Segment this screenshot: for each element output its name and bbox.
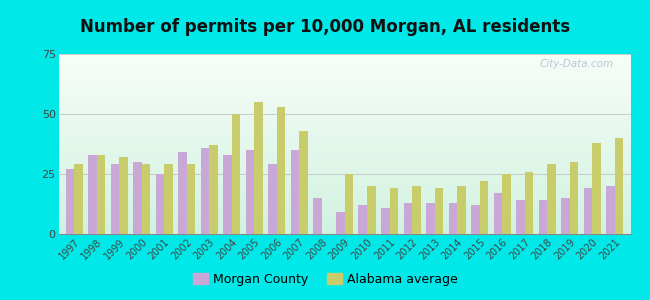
Bar <box>209 145 218 234</box>
Bar <box>97 155 105 234</box>
Bar <box>404 203 412 234</box>
Legend: Morgan County, Alabama average: Morgan County, Alabama average <box>188 268 462 291</box>
Bar <box>381 208 389 234</box>
Bar <box>457 186 465 234</box>
Bar <box>547 164 556 234</box>
Bar <box>358 205 367 234</box>
Bar <box>344 174 353 234</box>
Bar <box>187 164 196 234</box>
Bar <box>277 107 285 234</box>
Bar <box>426 203 435 234</box>
Bar <box>246 150 254 234</box>
Bar <box>156 174 164 234</box>
Bar <box>88 155 97 234</box>
Bar <box>232 114 240 234</box>
Bar <box>300 131 308 234</box>
Bar <box>268 164 277 234</box>
Bar <box>201 148 209 234</box>
Bar <box>178 152 187 234</box>
Bar <box>389 188 398 234</box>
Bar <box>74 164 83 234</box>
Bar <box>516 200 525 234</box>
Bar <box>367 186 376 234</box>
Bar <box>448 203 457 234</box>
Text: City-Data.com: City-Data.com <box>540 59 614 69</box>
Bar <box>164 164 173 234</box>
Bar <box>592 143 601 234</box>
Bar <box>111 164 120 234</box>
Bar <box>254 102 263 234</box>
Bar <box>336 212 344 234</box>
Bar <box>224 155 232 234</box>
Bar <box>412 186 421 234</box>
Bar <box>291 150 300 234</box>
Bar <box>313 198 322 234</box>
Bar <box>525 172 533 234</box>
Text: Number of permits per 10,000 Morgan, AL residents: Number of permits per 10,000 Morgan, AL … <box>80 18 570 36</box>
Bar <box>606 186 615 234</box>
Bar <box>133 162 142 234</box>
Bar <box>493 193 502 234</box>
Bar <box>480 181 488 234</box>
Bar <box>435 188 443 234</box>
Bar <box>120 157 128 234</box>
Bar <box>471 205 480 234</box>
Bar <box>561 198 569 234</box>
Bar <box>142 164 150 234</box>
Bar <box>615 138 623 234</box>
Bar <box>502 174 511 234</box>
Bar <box>584 188 592 234</box>
Bar <box>569 162 578 234</box>
Bar <box>66 169 74 234</box>
Bar <box>539 200 547 234</box>
